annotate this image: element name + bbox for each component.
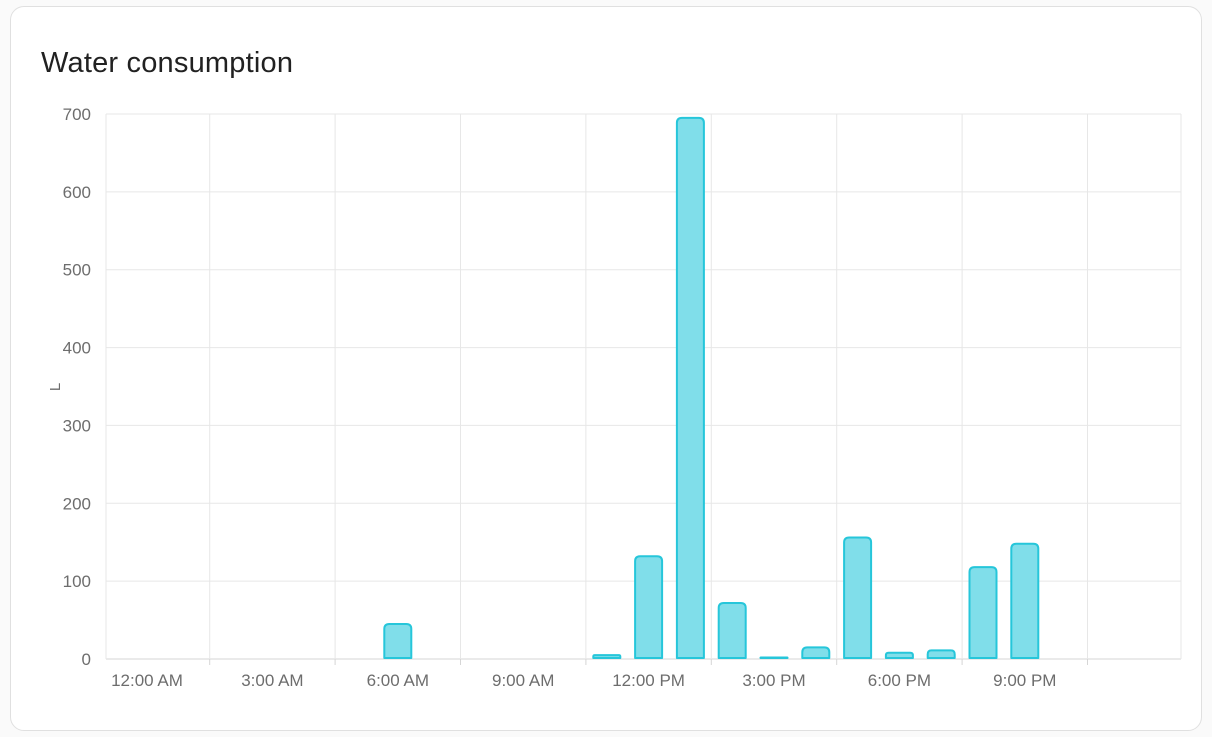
y-tick-label: 300 <box>63 416 91 435</box>
bar-hour-6[interactable] <box>383 622 413 659</box>
bar-hour-12[interactable] <box>634 555 664 659</box>
water-consumption-card: Water consumption L 0 100 200 300 400 500 600 7… <box>10 6 1202 731</box>
x-tick-label: 3:00 PM <box>742 671 805 690</box>
bar-hour-13[interactable] <box>675 116 705 659</box>
bar-hour-15[interactable] <box>759 656 789 659</box>
x-tick-label: 9:00 PM <box>993 671 1056 690</box>
y-axis-title: L <box>47 383 64 391</box>
y-tick-label: 200 <box>63 494 91 513</box>
y-tick-label: 700 <box>63 105 91 124</box>
card-title: Water consumption <box>41 47 294 79</box>
bar-hour-19[interactable] <box>926 649 956 659</box>
x-tick-label: 6:00 PM <box>868 671 931 690</box>
bar-hour-18[interactable] <box>884 651 914 659</box>
bar-hour-16[interactable] <box>801 646 831 659</box>
y-tick-label: 600 <box>63 183 91 202</box>
bar-hour-20[interactable] <box>968 566 998 659</box>
water-consumption-bar-chart: L 0 100 200 300 400 500 600 700 12:00 AM 3:00 AM 6… <box>47 105 1182 690</box>
y-tick-label: 500 <box>63 261 91 280</box>
y-tick-label: 400 <box>63 339 91 358</box>
x-tick-label: 9:00 AM <box>492 671 554 690</box>
y-tick-label: 0 <box>82 650 91 669</box>
bar-hour-14[interactable] <box>717 601 747 659</box>
bar-hour-21[interactable] <box>1010 542 1040 659</box>
x-tick-label: 12:00 PM <box>612 671 685 690</box>
x-tick-label: 6:00 AM <box>367 671 429 690</box>
x-tick-label: 3:00 AM <box>241 671 303 690</box>
bar-hour-11[interactable] <box>592 654 622 659</box>
bar-hour-17[interactable] <box>843 536 873 659</box>
y-tick-label: 100 <box>63 572 91 591</box>
x-tick-label: 12:00 AM <box>111 671 183 690</box>
